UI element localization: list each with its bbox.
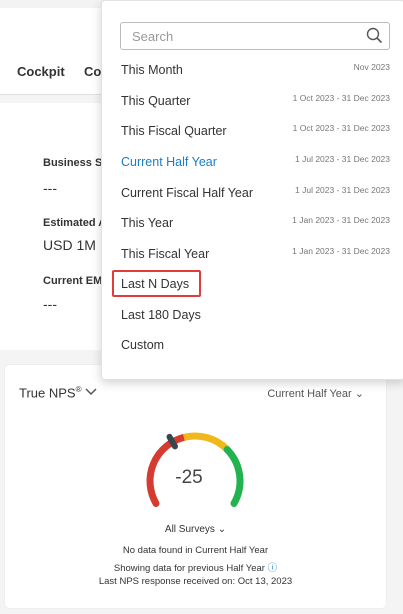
option-this-month[interactable]: This Month Nov 2023 [102, 55, 403, 85]
gauge-segment-green [223, 446, 244, 507]
gauge-needle [166, 433, 178, 450]
field-label-current: Current EM [43, 275, 103, 287]
chevron-down-icon: ⌄ [354, 388, 364, 400]
search-box [120, 22, 390, 50]
chevron-down-icon[interactable] [85, 388, 97, 396]
option-date-range: 1 Jan 2023 - 31 Dec 2023 [292, 215, 390, 225]
search-input[interactable] [121, 23, 351, 49]
field-value-estimated: USD 1M [43, 237, 96, 253]
field-value-current: --- [43, 296, 57, 312]
option-label: Last 180 Days [121, 308, 201, 322]
gauge-segment-yellow [182, 432, 230, 453]
option-this-quarter[interactable]: This Quarter 1 Oct 2023 - 31 Dec 2023 [102, 86, 403, 116]
field-value-business: --- [43, 180, 57, 196]
option-label: This Year [121, 216, 174, 230]
nps-title: True NPS® [19, 385, 82, 401]
period-dropdown: This Month Nov 2023 This Quarter 1 Oct 2023… [101, 0, 403, 380]
option-label: Last N Days [121, 277, 190, 291]
option-label: This Fiscal Year [121, 247, 210, 261]
last-response-message: Last NPS response received on: Oct 13, 2… [98, 576, 293, 587]
option-label: Current Half Year [121, 155, 217, 169]
option-label: This Month [121, 63, 183, 77]
option-current-half-year[interactable]: Current Half Year 1 Jul 2023 - 31 Dec 202… [102, 147, 403, 177]
option-label: This Quarter [121, 94, 191, 108]
previous-data-message: Showing data for previous Half Year ⓘ [113, 563, 278, 574]
option-date-range: 1 Jul 2023 - 31 Dec 2023 [295, 154, 390, 164]
search-icon[interactable] [366, 27, 383, 44]
chevron-down-icon: ⌄ [217, 524, 227, 535]
option-this-year[interactable]: This Year 1 Jan 2023 - 31 Dec 2023 [102, 208, 403, 238]
field-label-estimated: Estimated A [43, 217, 107, 229]
option-label: Current Fiscal Half Year [121, 186, 254, 200]
info-icon[interactable]: ⓘ [267, 563, 278, 574]
option-this-fiscal-year[interactable]: This Fiscal Year 1 Jan 2023 - 31 Dec 2023 [102, 239, 403, 269]
nps-gauge [146, 432, 244, 507]
field-label-business: Business Se [43, 157, 109, 169]
nps-card: True NPS® Current Half Year ⌄ -25 All Su… [5, 365, 386, 608]
surveys-filter[interactable]: All Surveys ⌄ [164, 524, 227, 535]
option-this-fiscal-quarter[interactable]: This Fiscal Quarter 1 Oct 2023 - 31 Dec 2… [102, 116, 403, 146]
option-custom[interactable]: Custom [102, 330, 403, 360]
option-date-range: 1 Oct 2023 - 31 Dec 2023 [292, 123, 390, 133]
option-current-fiscal-half-year[interactable]: Current Fiscal Half Year 1 Jul 2023 - 31 … [102, 178, 403, 208]
nps-score: -25 [175, 467, 203, 488]
option-last-180-days[interactable]: Last 180 Days [102, 300, 403, 330]
option-date-range: 1 Jan 2023 - 31 Dec 2023 [292, 246, 390, 256]
tab-cockpit[interactable]: Cockpit [17, 64, 65, 79]
option-date-range: 1 Jul 2023 - 31 Dec 2023 [295, 185, 390, 195]
option-last-n-days[interactable]: Last N Days [102, 269, 403, 299]
period-select[interactable]: Current Half Year ⌄ [267, 388, 364, 400]
no-data-message: No data found in Current Half Year [122, 545, 269, 556]
registered-mark: ® [75, 385, 82, 394]
option-date-range: 1 Oct 2023 - 31 Dec 2023 [292, 93, 390, 103]
highlight-box [112, 270, 201, 297]
option-date-range: Nov 2023 [353, 62, 390, 72]
tab-partial[interactable]: Co [84, 64, 102, 79]
option-label: Custom [121, 338, 165, 352]
option-label: This Fiscal Quarter [121, 124, 227, 138]
